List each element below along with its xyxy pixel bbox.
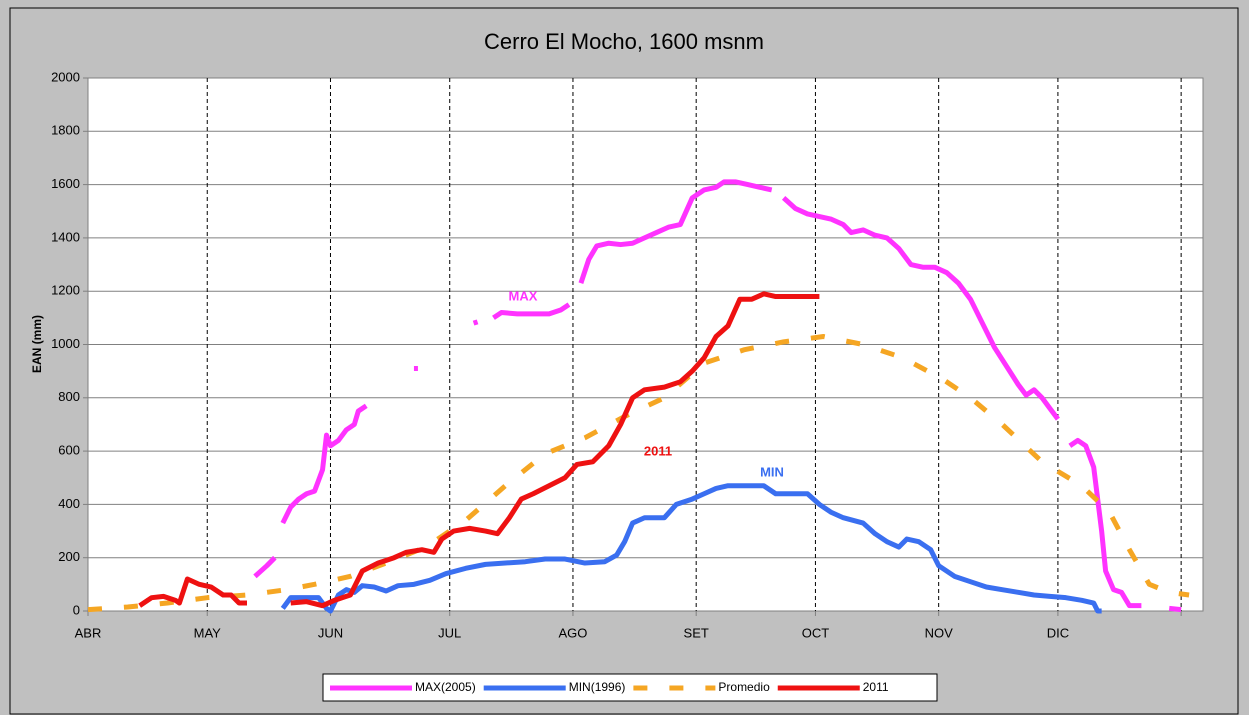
- x-tick-label: OCT: [802, 625, 830, 640]
- annotation: 2011: [644, 443, 672, 458]
- series-line: [280, 483, 1102, 614]
- legend-label: MIN(1996): [569, 680, 626, 694]
- y-tick-label: 1000: [51, 336, 80, 351]
- annotation: MIN: [760, 464, 784, 479]
- series-line: [138, 576, 248, 608]
- y-tick-label: 1800: [51, 123, 80, 138]
- x-tick-label: AGO: [559, 625, 588, 640]
- annotation: MAX: [509, 288, 538, 303]
- x-tick-label: JUN: [318, 625, 343, 640]
- x-tick-label: MAY: [194, 625, 222, 640]
- y-tick-label: 800: [58, 389, 80, 404]
- y-axis-label: EAN (mm): [30, 315, 44, 373]
- y-tick-label: 1400: [51, 229, 80, 244]
- series-line: [253, 555, 277, 579]
- series-line: [492, 302, 571, 320]
- y-tick-label: 200: [58, 549, 80, 564]
- y-tick-label: 400: [58, 496, 80, 511]
- series-line: [1068, 437, 1142, 609]
- series-line: [472, 319, 479, 326]
- x-tick-label: SET: [684, 625, 709, 640]
- series-line: [1168, 605, 1182, 613]
- series-line: [280, 403, 368, 525]
- y-tick-label: 2000: [51, 69, 80, 84]
- chart-title: Cerro El Mocho, 1600 msnm: [484, 29, 764, 54]
- y-tick-label: 0: [73, 602, 80, 617]
- y-tick-label: 600: [58, 443, 80, 458]
- y-tick-label: 1600: [51, 176, 80, 191]
- series-line: [578, 179, 773, 284]
- x-tick-label: DIC: [1047, 625, 1069, 640]
- legend-label: Promedio: [718, 680, 770, 694]
- x-tick-label: NOV: [925, 625, 954, 640]
- y-tick-label: 1200: [51, 283, 80, 298]
- x-tick-label: ABR: [75, 625, 102, 640]
- legend-label: 2011: [863, 680, 889, 694]
- series-line: [781, 196, 1060, 421]
- x-tick-label: JUL: [438, 625, 461, 640]
- legend-label: MAX(2005): [415, 680, 476, 694]
- series-line: [290, 291, 820, 609]
